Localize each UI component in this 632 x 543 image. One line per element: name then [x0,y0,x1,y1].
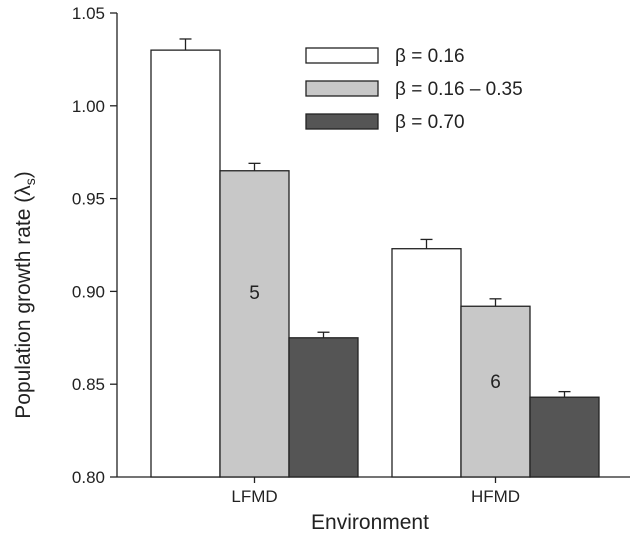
bar [219,170,290,478]
bar [288,337,359,478]
axes: 0.80 0.85 0.90 0.95 1.00 1.05 LFMD HFMD [72,4,630,506]
bar-annotation: 5 [249,283,260,304]
y-tick-label: 0.80 [72,468,105,487]
legend-label: β = 0.70 [395,112,465,133]
legend-swatch [305,113,379,130]
bar [391,248,462,478]
legend: β = 0.16 β = 0.16 – 0.35 β = 0.70 [305,46,523,133]
y-tick-label: 0.85 [72,375,105,394]
x-axis-label: Environment [311,511,429,534]
legend-swatch [305,80,379,97]
legend-label: β = 0.16 [395,46,465,67]
x-tick-label: LFMD [231,487,277,506]
bar [529,396,600,478]
bar-annotation: 6 [490,372,501,393]
annotations: 56 [249,283,501,393]
axis-labels: Environment Population growth rate (λs) [12,171,429,534]
x-tick-label: HFMD [471,487,520,506]
y-axis-label-subscript: s [22,178,38,185]
legend-label: β = 0.16 – 0.35 [395,79,523,100]
y-tick-label: 1.05 [72,4,105,23]
y-tick-label: 1.00 [72,97,105,116]
bars [150,38,600,478]
legend-swatch [305,47,379,64]
y-tick-label: 0.90 [72,282,105,301]
bar [460,305,531,478]
y-tick-label: 0.95 [72,190,105,209]
y-axis-label-close: ) [12,171,35,178]
bar [150,49,221,478]
y-axis-label: Population growth rate (λs) [12,171,38,418]
y-axis-label-main: Population growth rate (λ [12,185,35,419]
